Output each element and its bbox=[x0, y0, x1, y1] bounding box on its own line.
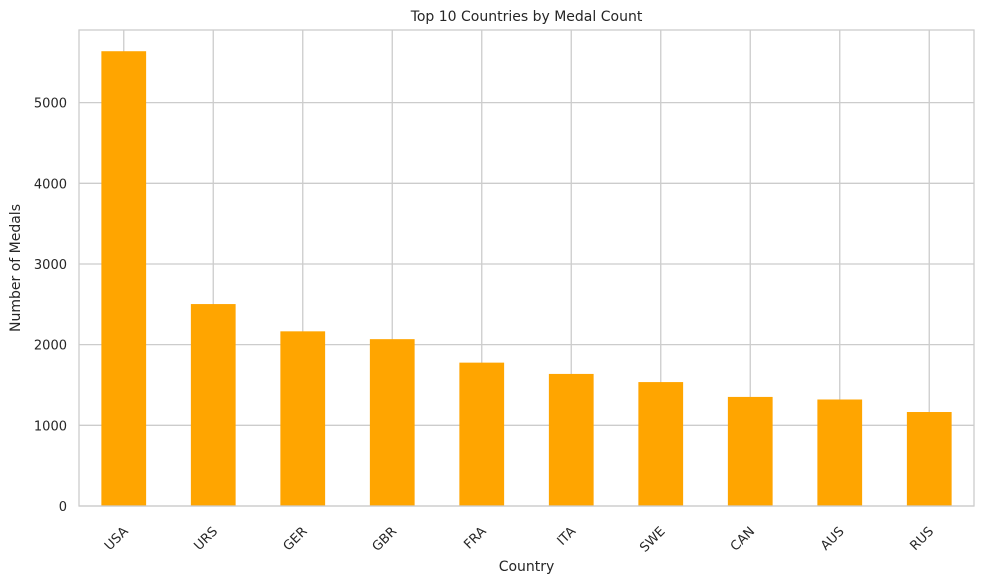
x-axis-ticks: USA URS GER GBR FRA ITA SWE CAN AUS RUS bbox=[102, 524, 937, 555]
x-tick-label-can: CAN bbox=[728, 524, 758, 554]
x-tick-label-urs: URS bbox=[192, 524, 222, 554]
bar-ger bbox=[280, 331, 326, 506]
bar-fra bbox=[459, 362, 505, 506]
x-tick-label-rus: RUS bbox=[908, 524, 938, 554]
plot-frame bbox=[78, 29, 975, 507]
y-axis-label: Number of Medals bbox=[8, 204, 24, 332]
bar-rus bbox=[906, 412, 952, 506]
bar-swe bbox=[638, 382, 684, 506]
x-axis-label: Country bbox=[499, 559, 555, 575]
bar-gbr bbox=[369, 339, 415, 506]
x-tick-label-gbr: GBR bbox=[370, 524, 400, 554]
bar-ita bbox=[548, 373, 594, 506]
y-tick-label: 5000 bbox=[34, 97, 67, 112]
bar-urs bbox=[190, 304, 236, 506]
chart-title: Top 10 Countries by Medal Count bbox=[410, 9, 643, 25]
x-tick-label-ita: ITA bbox=[555, 524, 580, 549]
x-tick-label-usa: USA bbox=[102, 524, 132, 554]
y-tick-label: 0 bbox=[59, 500, 67, 515]
x-tick-label-aus: AUS bbox=[818, 524, 847, 553]
x-tick-label-swe: SWE bbox=[637, 524, 668, 555]
y-tick-label: 3000 bbox=[34, 258, 67, 273]
bar-aus bbox=[817, 399, 863, 506]
y-axis-ticks: 0 1000 2000 3000 4000 5000 bbox=[34, 97, 67, 515]
x-tick-label-ger: GER bbox=[281, 524, 311, 554]
y-tick-label: 2000 bbox=[34, 339, 67, 354]
y-tick-label: 1000 bbox=[34, 419, 67, 434]
bar-usa bbox=[101, 51, 147, 507]
x-tick-label-fra: FRA bbox=[461, 524, 489, 552]
y-tick-label: 4000 bbox=[34, 177, 67, 192]
bars bbox=[101, 51, 952, 507]
bar-can bbox=[727, 396, 773, 506]
